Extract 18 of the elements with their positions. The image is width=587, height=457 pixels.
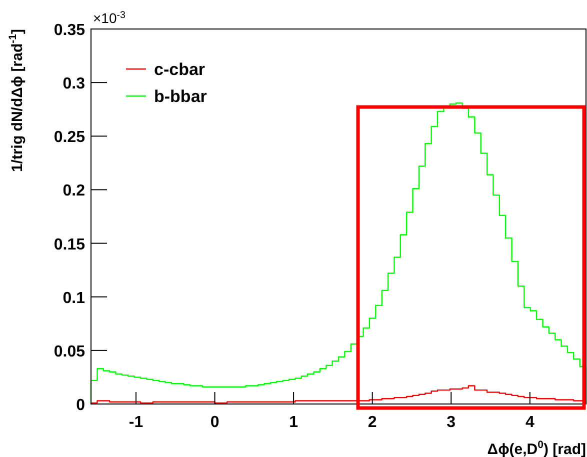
y-tick-label: 0.15 [54,236,86,254]
x-tick-label: 0 [210,414,220,431]
legend-label: b-bbar [154,87,208,106]
x-tick-label: -1 [128,414,144,431]
x-tick-label: 4 [525,414,534,431]
legend-label: c-cbar [154,60,206,79]
text: ×10$^{-3}$ [93,10,126,26]
y-tick-label: 0.35 [54,22,86,39]
y-tick-label: 0 [76,397,86,414]
x-tick-label: 1 [289,414,298,431]
y-tick-label: 0.2 [62,182,86,200]
y-tick-label: 0.3 [62,76,86,93]
y-tick-label: 0.1 [62,290,86,307]
x-axis-title: Δϕ(e,D$^{0}$) [rad] [487,439,586,457]
y-tick-label: 0.05 [54,343,86,360]
x-tick-label: 2 [368,414,377,431]
y-tick-label: 0.25 [54,129,86,146]
x-tick-label: 3 [446,414,456,431]
